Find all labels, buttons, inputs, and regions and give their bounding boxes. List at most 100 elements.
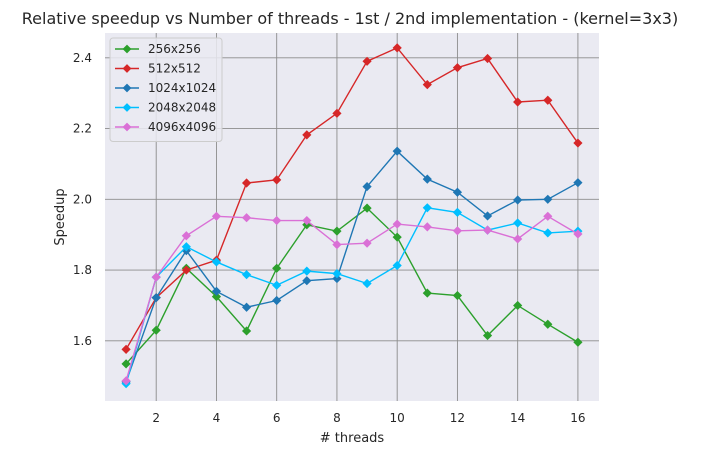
x-tick-label: 16 <box>570 411 585 425</box>
legend-swatch-marker <box>122 83 132 93</box>
legend-label: 1024x1024 <box>148 81 216 95</box>
x-tick-label: 4 <box>213 411 221 425</box>
x-tick-label: 14 <box>510 411 525 425</box>
legend-item: 1024x1024 <box>115 81 216 95</box>
data-point <box>362 238 372 248</box>
y-tick-label: 2.0 <box>73 192 92 206</box>
series-line <box>125 47 579 350</box>
data-point <box>241 302 252 312</box>
legend-item: 2048x2048 <box>115 101 216 115</box>
data-point <box>452 187 463 197</box>
x-tick-label: 2 <box>152 411 160 425</box>
data-point <box>332 226 342 236</box>
data-point <box>332 269 342 279</box>
data-point <box>181 265 191 275</box>
data-point <box>151 272 161 282</box>
data-point <box>362 181 372 192</box>
legend-swatch-marker <box>122 44 132 54</box>
data-point <box>241 270 252 280</box>
data-point <box>272 280 282 290</box>
data-point <box>332 108 342 118</box>
data-point <box>513 97 523 107</box>
data-point <box>452 226 463 236</box>
y-tick-label: 2.2 <box>73 122 92 136</box>
y-tick-label: 2.4 <box>73 51 92 65</box>
data-point <box>121 376 131 386</box>
data-point <box>422 288 432 298</box>
data-point <box>482 330 493 341</box>
data-point <box>573 138 583 148</box>
data-point <box>302 276 312 286</box>
data-point <box>332 273 342 284</box>
data-point <box>513 195 523 205</box>
data-point <box>302 266 312 276</box>
data-point <box>392 43 402 53</box>
legend-label: 256x256 <box>148 42 201 56</box>
data-point <box>151 325 161 335</box>
data-point <box>482 53 493 64</box>
legend-label: 512x512 <box>148 62 201 76</box>
data-point <box>482 211 493 221</box>
data-point <box>543 95 553 105</box>
series-line <box>125 150 579 383</box>
data-point <box>543 194 553 204</box>
legend-swatch-marker <box>122 64 132 73</box>
data-point <box>332 240 342 250</box>
series-256x256 <box>121 203 583 369</box>
data-point <box>362 203 372 213</box>
chart-title: Relative speedup vs Number of threads - … <box>22 9 678 28</box>
data-point <box>422 174 432 184</box>
legend-swatch-marker <box>122 122 132 132</box>
data-point <box>181 242 191 252</box>
data-point <box>392 232 402 242</box>
data-point <box>543 211 553 221</box>
data-point <box>573 229 583 239</box>
data-point <box>272 215 282 226</box>
series-group <box>121 43 583 389</box>
data-point <box>452 290 463 301</box>
data-point <box>302 130 312 140</box>
legend-label: 2048x2048 <box>148 101 216 115</box>
data-point <box>151 293 161 303</box>
data-point <box>211 292 222 302</box>
data-point <box>422 203 432 213</box>
data-point <box>513 300 523 311</box>
legend-swatch-marker <box>122 103 132 112</box>
data-point <box>362 278 372 289</box>
data-point <box>272 295 282 306</box>
data-point <box>543 319 553 329</box>
data-point <box>241 213 252 223</box>
data-point <box>392 260 402 271</box>
legend-label: 4096x4096 <box>148 120 216 134</box>
x-tick-label: 12 <box>450 411 465 425</box>
data-point <box>543 228 553 238</box>
data-point <box>422 222 432 232</box>
data-point <box>362 56 372 66</box>
data-point <box>272 263 282 273</box>
legend-item: 512x512 <box>115 62 201 76</box>
data-point <box>452 63 463 73</box>
data-point <box>121 344 131 354</box>
data-point <box>211 211 222 221</box>
y-tick-labels: 1.6 1.8 2.0 2.2 2.4 <box>73 51 92 348</box>
x-tick-labels: 2 4 6 8 10 12 14 16 <box>152 411 585 425</box>
y-tick-label: 1.8 <box>73 263 92 277</box>
data-point <box>573 337 583 347</box>
y-axis-label: Speedup <box>53 188 68 245</box>
data-point <box>452 207 463 217</box>
legend: 256x256 512x512 1024x1024 2048x2048 4096x409… <box>109 37 223 142</box>
series-4096x4096 <box>121 211 583 386</box>
data-point <box>272 175 282 185</box>
data-point <box>513 218 523 228</box>
data-point <box>241 326 252 336</box>
data-point <box>422 80 432 90</box>
data-point <box>181 231 191 241</box>
legend-item: 4096x4096 <box>115 120 216 134</box>
data-point <box>241 178 252 188</box>
data-point <box>392 219 402 229</box>
series-line <box>125 207 578 384</box>
data-point <box>302 215 312 226</box>
x-axis-label: # threads <box>320 431 385 446</box>
data-point <box>513 234 523 244</box>
